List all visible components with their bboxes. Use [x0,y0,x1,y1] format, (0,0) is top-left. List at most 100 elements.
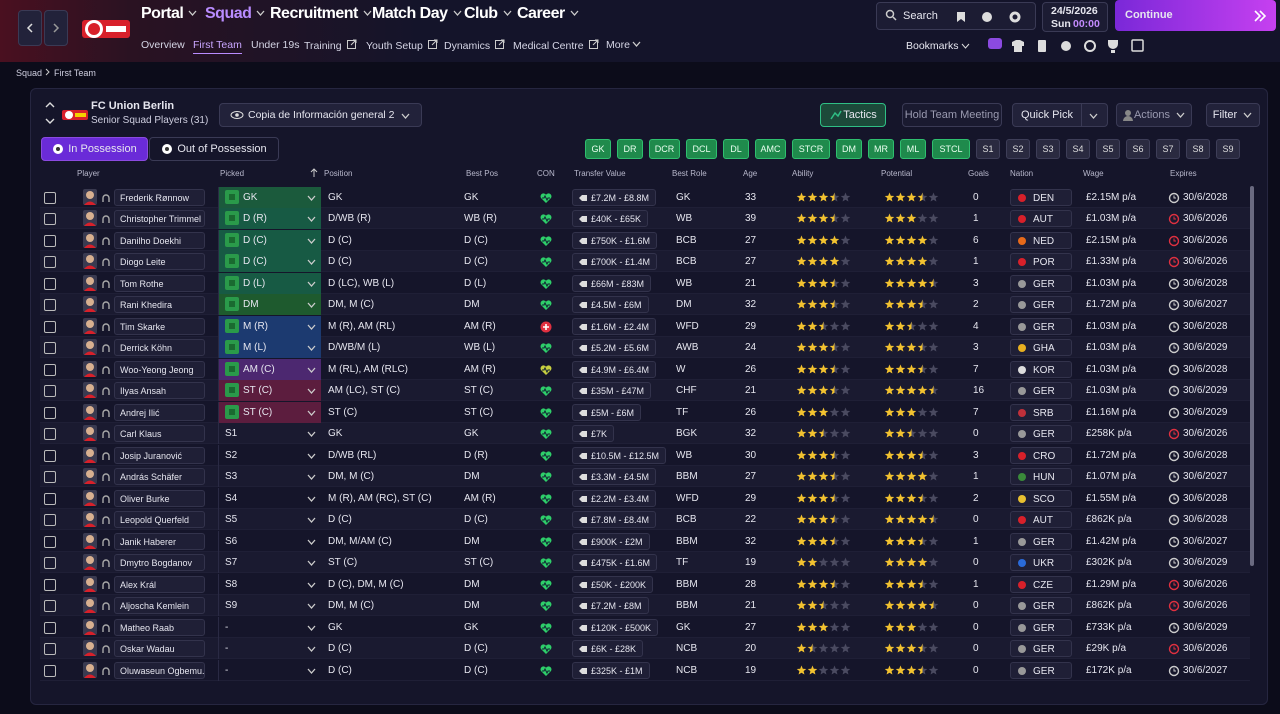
nation[interactable]: SRB [1010,403,1072,421]
player-row[interactable]: András Schäfer S3 DM, M (C) DM £3.3M - £4.5M… [40,466,1250,487]
transfer-value[interactable]: £3.3M - £4.5M [572,468,657,485]
transfer-value[interactable]: £35M - £47M [572,382,652,399]
player-name[interactable]: Dmytro Bogdanov [114,554,205,571]
transfer-value[interactable]: £4.9M - £6.4M [572,360,657,378]
player-name[interactable]: Tom Rothe [114,274,205,292]
transfer-value[interactable]: £66M - £83M [572,274,652,292]
position-chip[interactable]: S9 [1216,139,1240,159]
column-header[interactable]: Best Pos [466,169,499,178]
nation[interactable]: GER [1010,296,1072,313]
position-chip[interactable]: DL [723,139,749,159]
position-chip[interactable]: DR [617,139,643,159]
nation[interactable]: CZE [1010,575,1072,593]
player-row[interactable]: Andrej Ilić ST (C) ST (C) ST (C) £5M - £6M TF… [40,401,1250,423]
picked-select[interactable]: GK [218,186,321,208]
player-row[interactable]: Frederik Rønnow GK GK GK £7.2M - £8.8M GK 33 0 D… [40,186,1250,208]
breadcrumb-item[interactable]: Squad [16,68,43,78]
player-row[interactable]: Dmytro Bogdanov S7 ST (C) ST (C) £475K - £1.… [40,552,1250,573]
subnav-item[interactable]: Medical Centre [513,39,600,52]
date-box[interactable]: 24/5/2026 Sun 00:00 [1042,2,1108,32]
menu-item[interactable]: Squad [205,5,270,23]
player-name[interactable]: Oluwaseun Ogbemu... [114,661,205,679]
transfer-value[interactable]: £10.5M - £12.5M [572,446,667,464]
player-row[interactable]: Josip Juranović S2 D/WB (RL) D (R) £10.5M - … [40,444,1250,466]
subnav-item[interactable]: Youth Setup [366,39,439,52]
nation[interactable]: DEN [1010,188,1072,206]
player-row[interactable]: Woo-Yeong Jeong AM (C) M (RL), AM (RLC) AM … [40,358,1250,380]
column-header[interactable]: Player [77,169,100,178]
picked-select[interactable]: S4 [218,487,321,509]
player-row[interactable]: Oluwaseun Ogbemu... - D (C) D (C) £325K - £1… [40,659,1250,681]
transfer-value[interactable]: £4.5M - £6M [572,296,649,313]
player-name[interactable]: Derrick Köhn [114,339,205,356]
picked-select[interactable]: S3 [218,466,321,487]
player-row[interactable]: Diogo Leite D (C) D (C) D (C) £700K - £1.4M B… [40,251,1250,272]
action-button[interactable]: Actions [1116,103,1192,127]
nation[interactable]: POR [1010,253,1072,270]
transfer-value[interactable]: £475K - £1.6M [572,554,658,571]
player-name[interactable]: Diogo Leite [114,253,205,270]
nation[interactable]: GER [1010,597,1072,614]
player-row[interactable]: Leopold Querfeld S5 D (C) D (C) £7.8M - £8.4… [40,509,1250,530]
player-row[interactable]: Aljoscha Kemlein S9 DM, M (C) DM £7.2M - £8M… [40,595,1250,616]
player-name[interactable]: Oskar Wadau [114,640,205,657]
column-header[interactable]: Potential [881,169,913,178]
position-chip[interactable]: DCR [649,139,680,159]
position-chip[interactable]: ML [900,139,926,159]
player-name[interactable]: Ilyas Ansah [114,382,205,399]
player-name[interactable]: Andrej Ilić [114,403,205,421]
nation[interactable]: AUT [1010,511,1072,528]
picked-select[interactable]: M (L) [218,337,321,358]
player-row[interactable]: Oliver Burke S4 M (R), AM (RC), ST (C) AM (… [40,487,1250,509]
picked-select[interactable]: D (L) [218,272,321,294]
picked-select[interactable]: - [218,616,321,638]
picked-select[interactable]: S7 [218,552,321,573]
nation[interactable]: GER [1010,317,1072,335]
player-name[interactable]: Oliver Burke [114,489,205,507]
player-row[interactable]: Matheo Raab - GK GK £120K - £500K GK 27 0 GER £73… [40,616,1250,638]
position-chip[interactable]: DCL [686,139,717,159]
player-name[interactable]: Danilho Doekhi [114,231,205,249]
position-chip[interactable]: S6 [1126,139,1150,159]
picked-select[interactable]: - [218,659,321,681]
menu-item[interactable]: Match Day [372,5,467,23]
position-chip[interactable]: MR [868,139,894,159]
position-chip[interactable]: S2 [1006,139,1030,159]
player-row[interactable]: Rani Khedira DM DM, M (C) DM £4.5M - £6M DM 32… [40,294,1250,315]
player-name[interactable]: Alex Král [114,575,205,593]
player-row[interactable]: Derrick Köhn M (L) D/WB/M (L) WB (L) £5.2M -… [40,337,1250,358]
picked-select[interactable]: ST (C) [218,380,321,401]
player-name[interactable]: Tim Skarke [114,317,205,335]
transfer-value[interactable]: £5M - £6M [572,403,642,421]
back-button[interactable] [18,10,42,46]
position-chip[interactable]: S8 [1186,139,1210,159]
menu-item[interactable]: Club [464,5,517,23]
picked-select[interactable]: DM [218,294,321,315]
subnav-item[interactable]: Under 19s [251,39,299,51]
transfer-value[interactable]: £6K - £28K [572,640,644,657]
transfer-value[interactable]: £120K - £500K [572,618,659,636]
player-row[interactable]: Danilho Doekhi D (C) D (C) D (C) £750K - £1.… [40,229,1250,251]
action-button[interactable]: Tactics [820,103,886,127]
breadcrumb-item[interactable]: First Team [54,68,96,78]
player-name[interactable]: Matheo Raab [114,618,205,636]
search-button[interactable] [885,9,897,24]
picked-select[interactable]: M (R) [218,315,321,337]
search-box[interactable]: Search [876,2,1036,30]
transfer-value[interactable]: £2.2M - £3.4M [572,489,657,507]
player-row[interactable]: Christopher Trimmel D (R) D/WB (R) WB (R) £4… [40,208,1250,229]
action-button[interactable]: Filter [1206,103,1260,127]
transfer-value[interactable]: £5.2M - £5.6M [572,339,657,356]
position-chip[interactable]: AMC [755,139,786,159]
picked-select[interactable]: AM (C) [218,358,321,380]
player-name[interactable]: Rani Khedira [114,296,205,313]
player-row[interactable]: Carl Klaus S1 GK GK £7K BGK 32 0 GER £258K p/a 30/… [40,423,1250,444]
nation[interactable]: HUN [1010,468,1072,485]
picked-select[interactable]: S5 [218,509,321,530]
column-header[interactable]: Picked [220,169,245,178]
transfer-value[interactable]: £7.8M - £8.4M [572,511,657,528]
column-header[interactable]: Goals [968,169,989,178]
nation[interactable]: GHA [1010,339,1072,356]
action-button[interactable]: Hold Team Meeting [902,103,1002,127]
bookmarks[interactable]: Bookmarks [906,40,970,52]
